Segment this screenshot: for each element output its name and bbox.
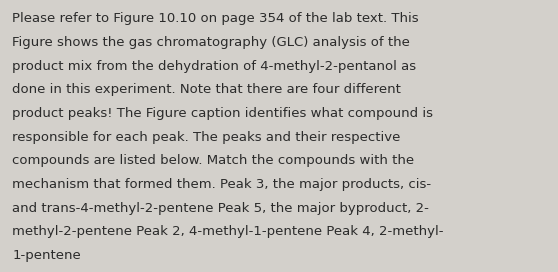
Text: Figure shows the gas chromatography (GLC) analysis of the: Figure shows the gas chromatography (GLC… xyxy=(12,36,410,49)
Text: product peaks! The Figure caption identifies what compound is: product peaks! The Figure caption identi… xyxy=(12,107,433,120)
Text: compounds are listed below. Match the compounds with the: compounds are listed below. Match the co… xyxy=(12,154,415,167)
Text: 1-pentene: 1-pentene xyxy=(12,249,81,262)
Text: and trans-4-methyl-2-pentene Peak 5, the major byproduct, 2-: and trans-4-methyl-2-pentene Peak 5, the… xyxy=(12,202,429,215)
Text: product mix from the dehydration of 4-methyl-2-pentanol as: product mix from the dehydration of 4-me… xyxy=(12,60,416,73)
Text: Please refer to Figure 10.10 on page 354 of the lab text. This: Please refer to Figure 10.10 on page 354… xyxy=(12,12,419,25)
Text: methyl-2-pentene Peak 2, 4-methyl-1-pentene Peak 4, 2-methyl-: methyl-2-pentene Peak 2, 4-methyl-1-pent… xyxy=(12,225,444,238)
Text: mechanism that formed them. Peak 3, the major products, cis-: mechanism that formed them. Peak 3, the … xyxy=(12,178,431,191)
Text: done in this experiment. Note that there are four different: done in this experiment. Note that there… xyxy=(12,83,401,96)
Text: responsible for each peak. The peaks and their respective: responsible for each peak. The peaks and… xyxy=(12,131,401,144)
